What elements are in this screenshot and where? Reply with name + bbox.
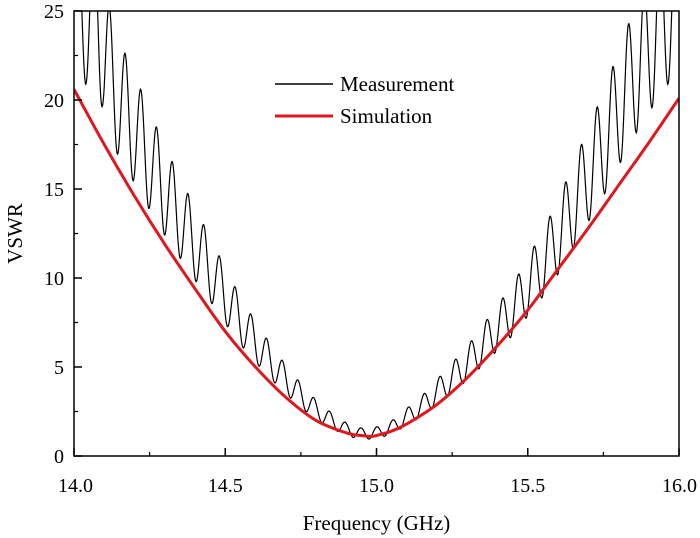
x-tick-label: 15.5 — [510, 475, 545, 497]
legend-label: Measurement — [340, 72, 454, 96]
y-axis-label: VSWR — [3, 203, 27, 264]
legend: Measurement Simulation — [275, 72, 454, 128]
legend-label: Simulation — [340, 104, 433, 128]
x-axis-label: Frequency (GHz) — [303, 511, 451, 535]
y-tick-label: 20 — [44, 90, 64, 112]
x-tick-label: 14.0 — [58, 475, 93, 497]
series-layer — [74, 11, 679, 440]
y-tick-label: 5 — [54, 357, 64, 379]
y-tick-label: 25 — [44, 1, 64, 23]
simulation-line — [74, 88, 679, 438]
y-tick-label: 10 — [44, 268, 64, 290]
x-tick-label: 16.0 — [662, 475, 697, 497]
ticks-layer: 14.0 14.5 15.0 15.5 16.0 0 5 10 15 20 25 — [44, 1, 697, 497]
x-tick-label: 14.5 — [208, 475, 243, 497]
y-tick-label: 15 — [44, 179, 64, 201]
y-tick-label: 0 — [54, 446, 64, 468]
x-tick-label: 15.0 — [359, 475, 394, 497]
measurement-line — [74, 11, 673, 440]
